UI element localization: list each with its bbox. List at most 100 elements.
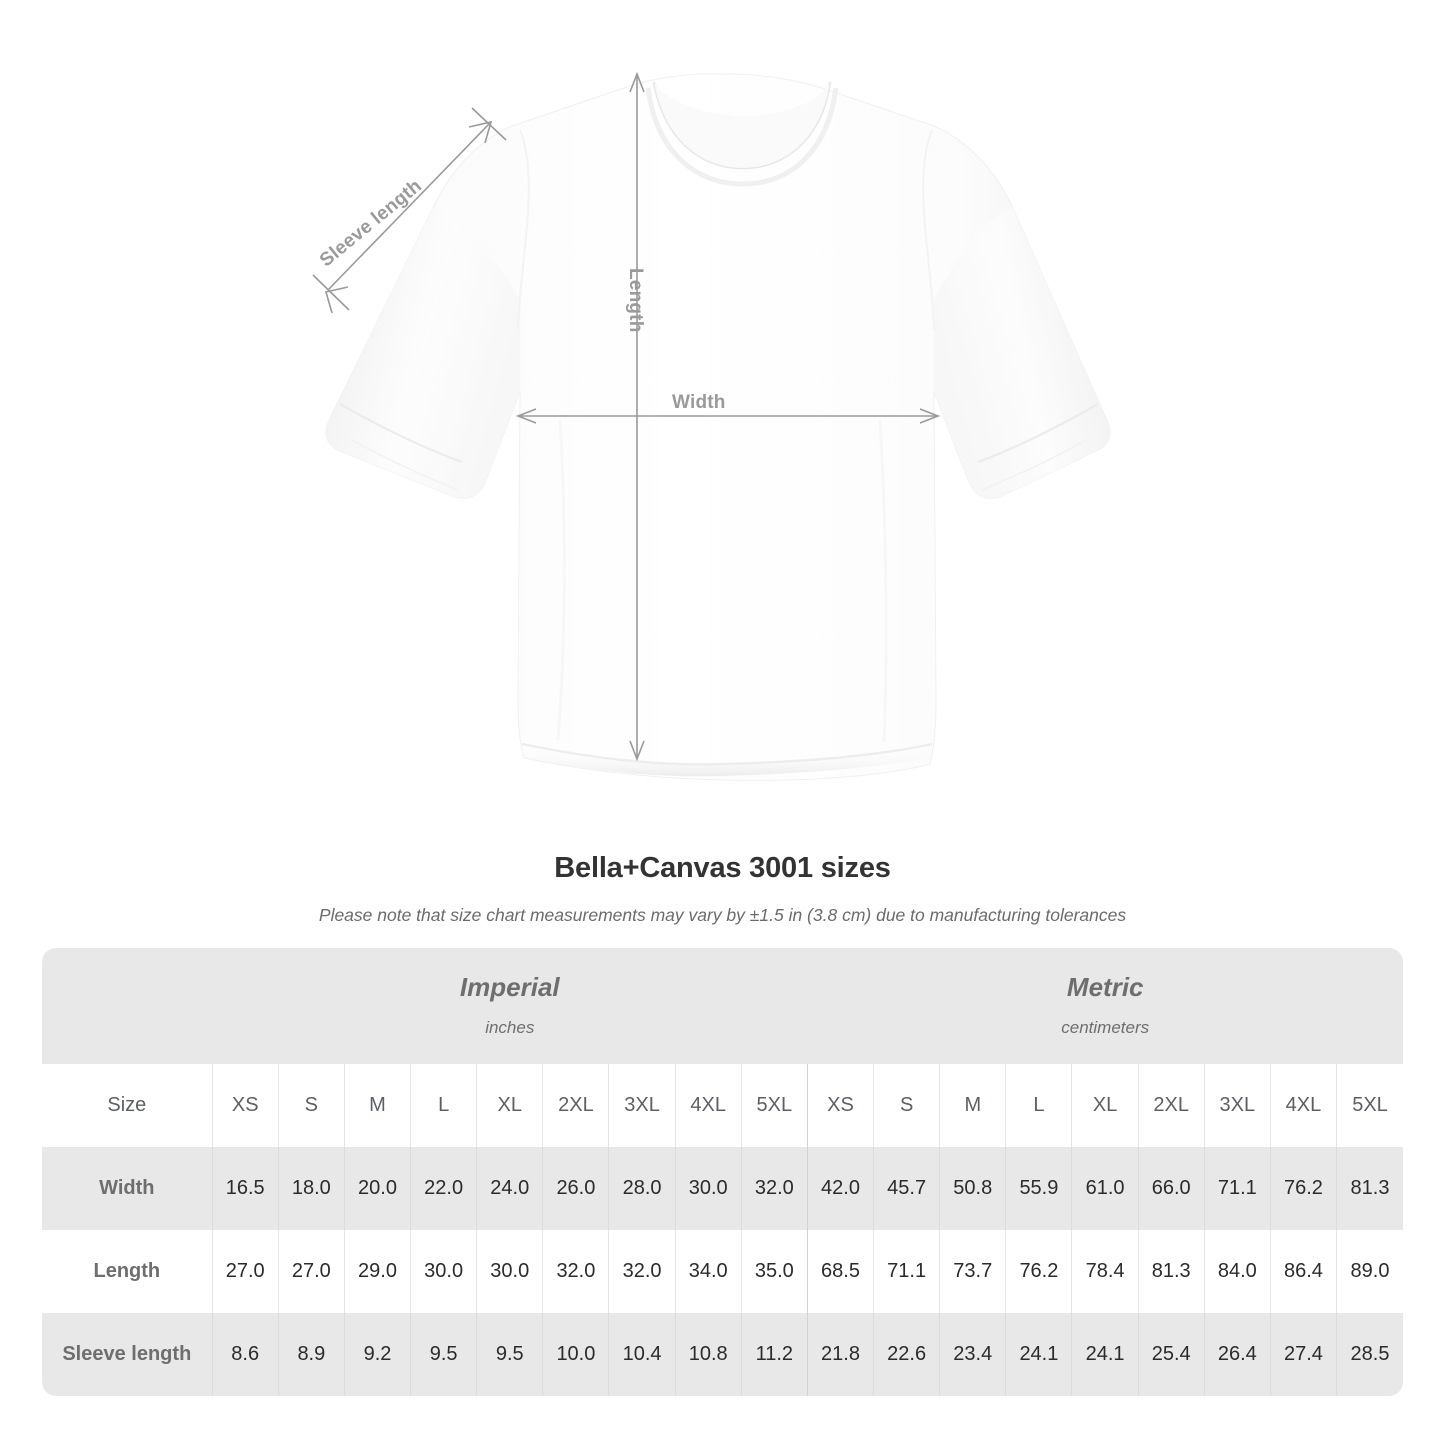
size-header-metric-l: L (1005, 1064, 1072, 1147)
cell-sleeve-metric-xl: 24.1 (1071, 1313, 1139, 1396)
size-header-metric-m: M (939, 1064, 1006, 1147)
cell-length-metric-5xl: 89.0 (1336, 1230, 1403, 1313)
size-header-imperial-m: M (343, 1064, 411, 1147)
cell-width-metric-3xl: 71.1 (1203, 1147, 1271, 1230)
width-label: Width (672, 392, 726, 413)
cell-sleeve-imperial-s: 8.9 (277, 1313, 345, 1396)
size-header-imperial-3xl: 3XL (608, 1064, 676, 1147)
unit-group-metric: Metric centimeters (807, 948, 1403, 1064)
cell-length-imperial-l: 30.0 (410, 1230, 477, 1313)
cell-length-metric-xl: 78.4 (1071, 1230, 1139, 1313)
unit-metric-name: Metric (1066, 972, 1144, 1002)
size-header-metric-2xl: 2XL (1137, 1064, 1205, 1147)
cell-length-imperial-3xl: 32.0 (608, 1230, 676, 1313)
unit-group-imperial: Imperial inches (212, 948, 808, 1064)
unit-header-row: Imperial inches Metric centimeters (42, 948, 1403, 1064)
length-label: Length (625, 268, 646, 333)
cell-sleeve-metric-m: 23.4 (939, 1313, 1006, 1396)
cell-length-metric-4xl: 86.4 (1269, 1230, 1337, 1313)
cell-width-metric-l: 55.9 (1005, 1147, 1072, 1230)
cell-sleeve-metric-3xl: 26.4 (1203, 1313, 1271, 1396)
cell-width-imperial-xl: 24.0 (476, 1147, 543, 1230)
cell-length-imperial-xl: 30.0 (476, 1230, 543, 1313)
cell-width-imperial-2xl: 26.0 (542, 1147, 609, 1230)
cell-width-metric-4xl: 76.2 (1269, 1147, 1337, 1230)
cell-sleeve-imperial-5xl: 11.2 (740, 1313, 808, 1396)
column-header-size: Size (42, 1064, 213, 1147)
unit-metric-sub: centimeters (1061, 1018, 1150, 1037)
size-table: Imperial inches Metric centimeters Size … (42, 948, 1403, 1396)
cell-length-metric-l: 76.2 (1005, 1230, 1072, 1313)
page-title: Bella+Canvas 3001 sizes (554, 852, 891, 884)
cell-sleeve-imperial-xl: 9.5 (476, 1313, 543, 1396)
cell-width-imperial-5xl: 32.0 (740, 1147, 808, 1230)
cell-sleeve-metric-l: 24.1 (1005, 1313, 1072, 1396)
cell-width-imperial-m: 20.0 (343, 1147, 411, 1230)
cell-length-metric-3xl: 84.0 (1203, 1230, 1271, 1313)
cell-width-metric-2xl: 66.0 (1137, 1147, 1205, 1230)
size-header-metric-5xl: 5XL (1336, 1064, 1403, 1147)
size-header-imperial-xl: XL (476, 1064, 543, 1147)
size-header-metric-s: S (873, 1064, 940, 1147)
cell-sleeve-imperial-2xl: 10.0 (542, 1313, 609, 1396)
cell-length-metric-m: 73.7 (939, 1230, 1006, 1313)
tolerance-note: Please note that size chart measurements… (318, 905, 1127, 925)
cell-sleeve-metric-2xl: 25.4 (1137, 1313, 1205, 1396)
dimension-guides (312, 71, 941, 762)
cell-width-metric-5xl: 81.3 (1336, 1147, 1403, 1230)
cell-length-metric-s: 71.1 (873, 1230, 940, 1313)
table-row: Width 16.5 18.0 20.0 22.0 24.0 26.0 28.0… (42, 1147, 1403, 1230)
cell-width-metric-m: 50.8 (939, 1147, 1006, 1230)
cell-length-imperial-4xl: 34.0 (674, 1230, 742, 1313)
size-header-metric-xs: XS (806, 1064, 874, 1147)
cell-sleeve-imperial-m: 9.2 (343, 1313, 411, 1396)
size-header-imperial-s: S (277, 1064, 345, 1147)
cell-length-imperial-s: 27.0 (277, 1230, 345, 1313)
cell-length-imperial-xs: 27.0 (211, 1230, 279, 1313)
row-header-length: Length (42, 1230, 213, 1313)
cell-sleeve-imperial-4xl: 10.8 (674, 1313, 742, 1396)
cell-width-imperial-4xl: 30.0 (674, 1147, 742, 1230)
cell-sleeve-metric-s: 22.6 (873, 1313, 940, 1396)
table-row: Sleeve length 8.6 8.9 9.2 9.5 9.5 10.0 1… (42, 1313, 1403, 1396)
cell-length-metric-xs: 68.5 (806, 1230, 874, 1313)
cell-width-metric-xs: 42.0 (806, 1147, 874, 1230)
tshirt-shape (325, 73, 1111, 781)
sleeve-arrow (312, 107, 507, 314)
cell-sleeve-imperial-xs: 8.6 (211, 1313, 279, 1396)
cell-sleeve-imperial-3xl: 10.4 (608, 1313, 676, 1396)
size-table-container: Imperial inches Metric centimeters Size … (42, 948, 1403, 1396)
tshirt-illustration: Sleeve length Length Width (312, 71, 1111, 781)
cell-length-imperial-m: 29.0 (343, 1230, 411, 1313)
cell-width-imperial-l: 22.0 (410, 1147, 477, 1230)
row-header-sleeve-length: Sleeve length (42, 1313, 213, 1396)
cell-length-imperial-5xl: 35.0 (740, 1230, 808, 1313)
cell-width-imperial-s: 18.0 (277, 1147, 345, 1230)
size-header-imperial-xs: XS (211, 1064, 279, 1147)
unit-imperial-name: Imperial (459, 972, 560, 1002)
size-header-metric-xl: XL (1071, 1064, 1139, 1147)
size-header-metric-4xl: 4XL (1269, 1064, 1337, 1147)
unit-header-spacer (42, 948, 213, 1064)
cell-sleeve-imperial-l: 9.5 (410, 1313, 477, 1396)
size-header-row: Size XS S M L XL 2XL 3XL 4XL 5XL XS S M … (42, 1064, 1403, 1147)
size-header-imperial-5xl: 5XL (740, 1064, 808, 1147)
table-row: Length 27.0 27.0 29.0 30.0 30.0 32.0 32.… (42, 1230, 1403, 1313)
size-header-metric-3xl: 3XL (1203, 1064, 1271, 1147)
tshirt-graphic (312, 71, 1111, 781)
cell-width-imperial-3xl: 28.0 (608, 1147, 676, 1230)
cell-width-imperial-xs: 16.5 (211, 1147, 279, 1230)
cell-length-imperial-2xl: 32.0 (542, 1230, 609, 1313)
row-header-width: Width (42, 1147, 213, 1230)
width-arrow (515, 408, 941, 424)
unit-imperial-sub: inches (485, 1018, 535, 1037)
cell-sleeve-metric-4xl: 27.4 (1269, 1313, 1337, 1396)
cell-width-metric-xl: 61.0 (1071, 1147, 1139, 1230)
cell-sleeve-metric-xs: 21.8 (806, 1313, 874, 1396)
size-header-imperial-4xl: 4XL (674, 1064, 742, 1147)
cell-sleeve-metric-5xl: 28.5 (1336, 1313, 1403, 1396)
size-header-imperial-2xl: 2XL (542, 1064, 609, 1147)
size-header-imperial-l: L (410, 1064, 477, 1147)
cell-width-metric-s: 45.7 (873, 1147, 940, 1230)
